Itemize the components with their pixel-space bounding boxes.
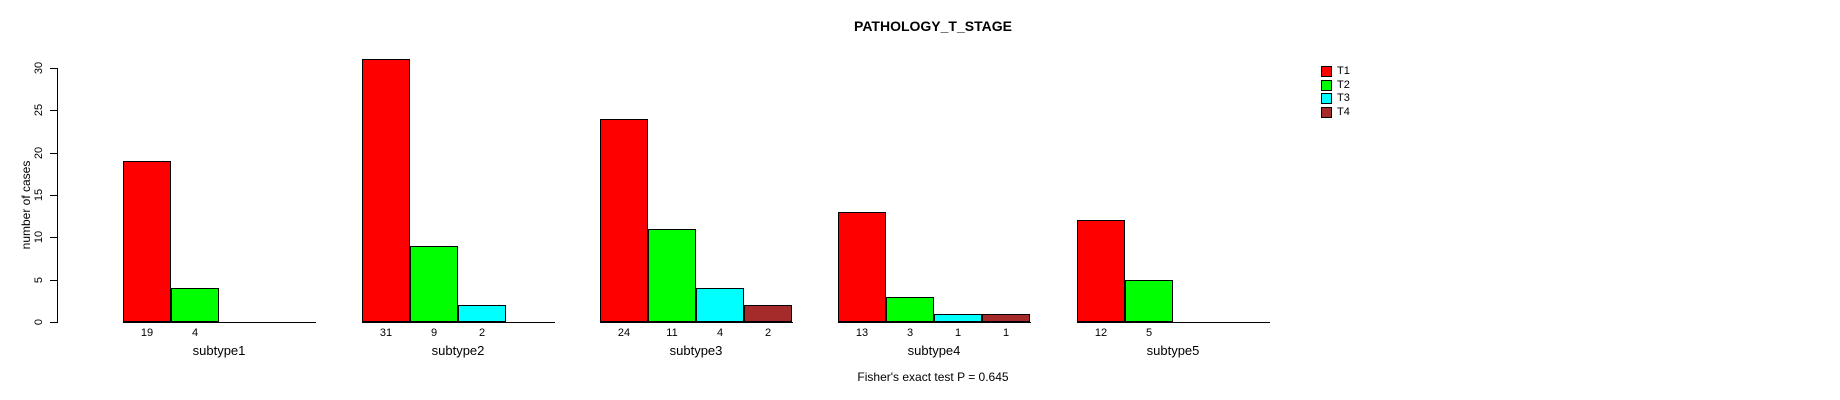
group-baseline bbox=[600, 322, 793, 323]
legend-swatch-T3 bbox=[1321, 93, 1332, 104]
y-tick-mark bbox=[50, 280, 57, 281]
y-tick-mark bbox=[50, 195, 57, 196]
bar-subtype2-T2 bbox=[410, 246, 458, 322]
bar-count-label: 4 bbox=[191, 327, 199, 339]
category-label-subtype5: subtype5 bbox=[1146, 343, 1200, 358]
legend-label-T4: T4 bbox=[1337, 106, 1350, 118]
group-baseline bbox=[1077, 322, 1270, 323]
y-tick-label: 0 bbox=[33, 318, 45, 326]
y-tick-label: 20 bbox=[33, 146, 45, 160]
bar-count-label: 3 bbox=[906, 327, 914, 339]
legend-item-T1: T1 bbox=[1321, 66, 1350, 77]
bar-subtype5-T1 bbox=[1077, 220, 1125, 322]
legend-item-T4: T4 bbox=[1321, 107, 1350, 118]
bar-subtype2-T3 bbox=[458, 305, 506, 322]
bar-count-label: 2 bbox=[478, 327, 486, 339]
bar-count-label: 9 bbox=[430, 327, 438, 339]
bar-subtype3-T4 bbox=[744, 305, 792, 322]
group-baseline bbox=[362, 322, 555, 323]
group-baseline bbox=[123, 322, 316, 323]
y-tick-mark bbox=[50, 68, 57, 69]
legend-swatch-T1 bbox=[1321, 66, 1332, 77]
bar-count-label: 12 bbox=[1094, 327, 1108, 339]
bar-subtype3-T3 bbox=[696, 288, 744, 322]
bar-subtype4-T2 bbox=[886, 297, 934, 322]
bar-subtype1-T1 bbox=[123, 161, 171, 322]
bar-subtype4-T3 bbox=[934, 314, 982, 322]
bar-subtype4-T4 bbox=[982, 314, 1030, 322]
legend-item-T2: T2 bbox=[1321, 80, 1350, 91]
bar-count-label: 5 bbox=[1145, 327, 1153, 339]
bar-count-label: 31 bbox=[379, 327, 393, 339]
category-label-subtype4: subtype4 bbox=[907, 343, 961, 358]
bar-count-label: 13 bbox=[855, 327, 869, 339]
bar-subtype3-T1 bbox=[600, 119, 648, 322]
bar-count-label: 1 bbox=[954, 327, 962, 339]
y-tick-label: 15 bbox=[33, 188, 45, 202]
bar-count-label: 11 bbox=[666, 327, 678, 339]
y-tick-mark bbox=[50, 110, 57, 111]
chart-title: PATHOLOGY_T_STAGE bbox=[854, 18, 1012, 34]
fisher-test-annotation: Fisher's exact test P = 0.645 bbox=[857, 370, 1009, 384]
y-tick-label: 5 bbox=[33, 276, 45, 284]
y-tick-mark bbox=[50, 237, 57, 238]
y-axis-label: number of cases bbox=[19, 160, 33, 250]
bar-count-label: 19 bbox=[140, 327, 154, 339]
bar-subtype5-T2 bbox=[1125, 280, 1173, 322]
y-tick-label: 30 bbox=[33, 61, 45, 75]
bar-count-label: 4 bbox=[716, 327, 724, 339]
y-axis-line bbox=[57, 68, 58, 323]
legend-item-T3: T3 bbox=[1321, 93, 1350, 104]
bar-subtype3-T2 bbox=[648, 229, 696, 322]
bar-subtype4-T1 bbox=[838, 212, 886, 322]
legend-swatch-T2 bbox=[1321, 80, 1332, 91]
bar-count-label: 24 bbox=[617, 327, 631, 339]
y-tick-mark bbox=[50, 153, 57, 154]
legend-label-T1: T1 bbox=[1337, 65, 1350, 77]
category-label-subtype1: subtype1 bbox=[192, 343, 246, 358]
bar-count-label: 2 bbox=[764, 327, 772, 339]
bar-subtype1-T2 bbox=[171, 288, 219, 322]
bar-subtype2-T1 bbox=[362, 59, 410, 322]
y-tick-label: 10 bbox=[33, 230, 45, 244]
legend-swatch-T4 bbox=[1321, 107, 1332, 118]
category-label-subtype2: subtype2 bbox=[431, 343, 485, 358]
legend-label-T3: T3 bbox=[1337, 92, 1350, 104]
y-tick-mark bbox=[50, 322, 57, 323]
category-label-subtype3: subtype3 bbox=[669, 343, 723, 358]
legend-label-T2: T2 bbox=[1337, 79, 1350, 91]
bar-count-label: 1 bbox=[1002, 327, 1010, 339]
group-baseline bbox=[838, 322, 1031, 323]
y-tick-label: 25 bbox=[33, 103, 45, 117]
